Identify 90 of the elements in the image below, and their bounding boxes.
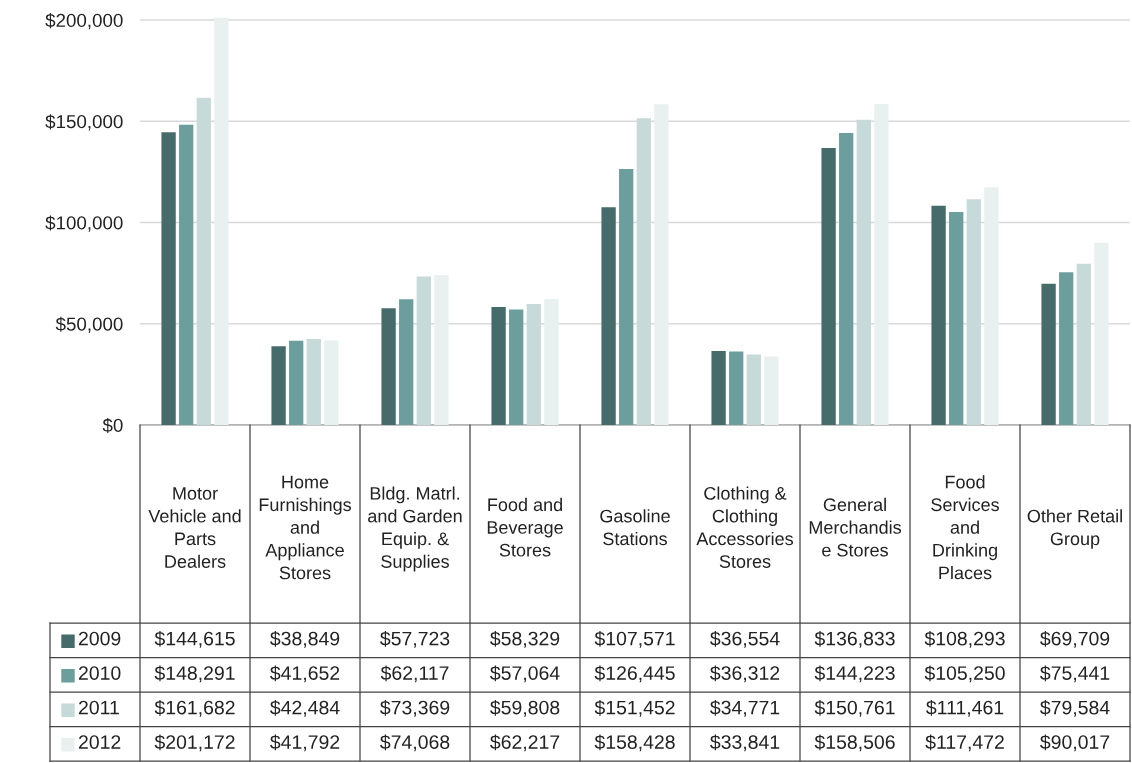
data-label: $136,833 <box>814 630 895 648</box>
x-tick-label: Home Furnishings and Appliance Stores <box>259 475 352 580</box>
data-label: $151,452 <box>594 699 675 717</box>
data-label: $62,217 <box>490 734 560 752</box>
data-label: $161,682 <box>154 699 235 717</box>
data-label: $74,068 <box>380 734 450 752</box>
data-label: $158,506 <box>814 734 895 752</box>
bar <box>544 299 559 425</box>
data-label: $107,571 <box>594 630 675 648</box>
bar <box>711 350 726 425</box>
bar <box>491 306 506 425</box>
bar <box>381 308 396 425</box>
bar <box>746 354 761 425</box>
bar <box>416 276 431 425</box>
data-label: $41,652 <box>270 665 340 683</box>
bar <box>1059 272 1074 425</box>
data-label: $90,017 <box>1040 734 1110 752</box>
x-tick-label: Other Retail Group <box>1027 509 1122 549</box>
data-label: $33,841 <box>710 734 780 752</box>
data-label: $150,761 <box>814 699 895 717</box>
data-label: $126,445 <box>594 665 675 683</box>
data-label: $69,709 <box>1040 630 1110 648</box>
data-label: $108,293 <box>924 630 1005 648</box>
legend-label: 2009 <box>78 631 121 646</box>
bar <box>619 168 634 425</box>
x-tick-label: Gasoline Stations <box>600 509 670 546</box>
data-label: $59,808 <box>490 699 560 717</box>
data-label: $105,250 <box>924 665 1005 683</box>
data-label: $36,554 <box>710 630 780 648</box>
bar <box>601 207 616 425</box>
y-tick-label: $200,000 <box>45 12 123 30</box>
bar <box>931 205 946 425</box>
bar <box>729 351 744 425</box>
y-tick-label: $150,000 <box>45 114 123 131</box>
data-label: $79,584 <box>1040 699 1110 717</box>
bar <box>874 104 889 425</box>
data-label: $111,461 <box>926 699 1004 717</box>
data-label: $117,472 <box>925 734 1004 752</box>
bar <box>1041 283 1056 425</box>
y-tick-label: $0 <box>102 417 123 434</box>
bar <box>526 303 541 425</box>
bar <box>764 356 779 425</box>
bar <box>324 340 339 425</box>
bar <box>271 346 286 425</box>
x-tick-label: Food Services and Drinking Places <box>931 475 999 580</box>
data-label: $34,771 <box>710 699 780 717</box>
x-tick-label: General Merchandise Stores <box>809 497 902 557</box>
legend-label: 2012 <box>78 735 121 749</box>
bar <box>196 97 211 425</box>
bar <box>984 187 999 425</box>
data-label: $148,291 <box>154 665 235 683</box>
data-label: $57,723 <box>380 630 450 648</box>
bar <box>399 299 414 425</box>
y-tick-label: $50,000 <box>55 316 123 333</box>
data-label: $62,117 <box>380 665 449 683</box>
bar <box>654 104 669 425</box>
data-label: $42,484 <box>270 699 340 717</box>
bar <box>856 119 871 425</box>
bar <box>949 211 964 425</box>
data-label: $144,615 <box>154 630 235 648</box>
x-tick-label: Bldg. Matrl. and Garden Equip. & Supplies <box>368 486 462 572</box>
data-label: $57,064 <box>490 665 560 683</box>
data-label: $158,428 <box>594 734 675 752</box>
legend-label: 2011 <box>78 700 119 715</box>
bar <box>509 309 524 425</box>
data-label: $41,792 <box>270 734 340 752</box>
data-label: $201,172 <box>154 734 235 752</box>
bar <box>161 132 176 425</box>
data-label: $38,849 <box>270 630 340 648</box>
x-tick-label: Food and Beverage Stores <box>487 497 563 557</box>
bar <box>179 124 194 425</box>
data-label: $144,223 <box>814 665 895 683</box>
bar <box>306 338 321 425</box>
x-tick-label: Motor Vehicle and Parts Dealers <box>148 487 241 568</box>
bar <box>821 147 836 425</box>
y-tick-label: $100,000 <box>45 215 123 232</box>
bar <box>839 132 854 425</box>
data-label: $36,312 <box>710 665 780 683</box>
bar <box>434 275 449 425</box>
data-label: $75,441 <box>1040 665 1110 683</box>
x-tick-label: Clothing & Clothing Accessories Stores <box>696 486 794 568</box>
bar <box>289 340 304 425</box>
bar <box>214 17 229 425</box>
legend-label: 2010 <box>78 666 121 680</box>
bar <box>1076 263 1091 425</box>
bar <box>1094 242 1109 425</box>
bar <box>966 199 981 425</box>
data-label: $58,329 <box>490 630 560 648</box>
data-label: $73,369 <box>380 699 450 717</box>
bar <box>636 118 651 425</box>
